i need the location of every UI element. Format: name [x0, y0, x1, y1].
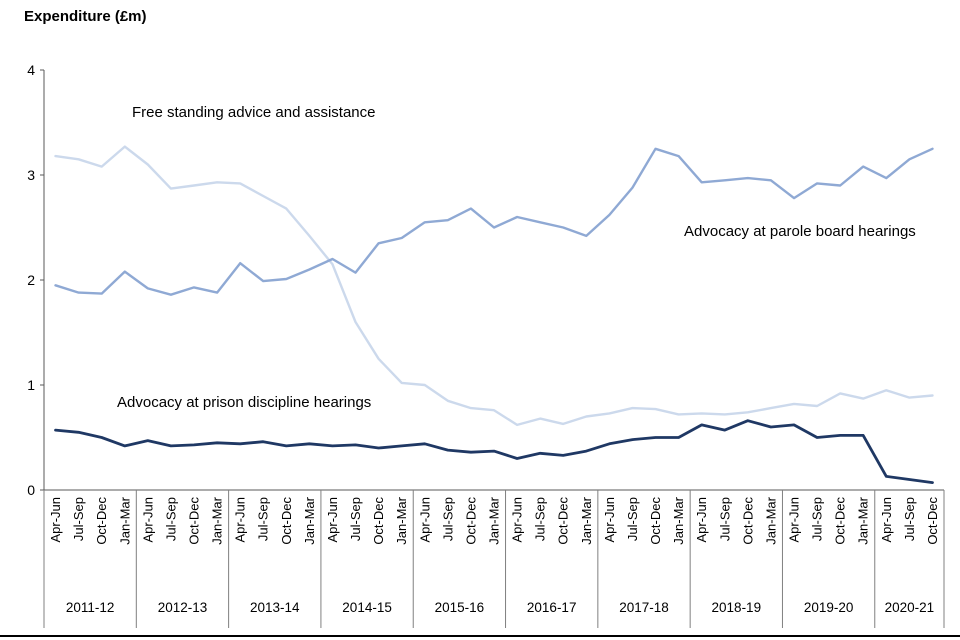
quarter-label: Oct-Dec	[925, 497, 940, 545]
quarter-label: Oct-Dec	[833, 497, 848, 545]
y-tick-label: 1	[27, 377, 35, 393]
y-tick-label: 3	[27, 167, 35, 183]
quarter-label: Apr-Jun	[417, 497, 432, 543]
quarter-label: Jan-Mar	[579, 496, 594, 544]
year-label: 2014-15	[342, 600, 392, 615]
quarter-label: Oct-Dec	[463, 497, 478, 545]
year-label: 2019-20	[804, 600, 854, 615]
y-tick-label: 4	[27, 62, 35, 78]
quarter-label: Apr-Jun	[787, 497, 802, 543]
quarter-label: Oct-Dec	[94, 497, 109, 545]
quarter-label: Apr-Jun	[233, 497, 248, 543]
quarter-label: Apr-Jun	[694, 497, 709, 543]
series-line-prison-discipline-hearings	[54, 419, 934, 485]
quarter-label: Jan-Mar	[763, 496, 778, 544]
quarter-label: Jul-Sep	[256, 497, 271, 541]
year-label: 2013-14	[250, 600, 300, 615]
quarter-label: Jan-Mar	[856, 496, 871, 544]
quarter-label: Apr-Jun	[510, 497, 525, 543]
quarter-label: Apr-Jun	[879, 497, 894, 543]
quarter-label: Apr-Jun	[48, 497, 63, 543]
series-label-prison-discipline-hearings: Advocacy at prison discipline hearings	[117, 394, 372, 411]
year-label: 2020-21	[885, 600, 935, 615]
year-label: 2015-16	[435, 600, 485, 615]
year-label: 2011-12	[66, 600, 115, 615]
quarter-label: Jul-Sep	[717, 497, 732, 541]
series-line-free-standing-advice	[54, 145, 934, 427]
quarter-label: Jul-Sep	[71, 497, 86, 541]
quarter-label: Apr-Jun	[325, 497, 340, 543]
year-label: 2017-18	[619, 600, 669, 615]
series-line-parole-board-hearings	[54, 147, 934, 296]
series-label-parole-board-hearings: Advocacy at parole board hearings	[684, 223, 916, 240]
quarter-label: Jan-Mar	[394, 496, 409, 544]
chart-title: Expenditure (£m)	[24, 8, 147, 25]
page-bottom-border	[0, 635, 960, 637]
quarter-label: Jul-Sep	[902, 497, 917, 541]
quarter-label: Oct-Dec	[371, 497, 386, 545]
quarter-label: Oct-Dec	[279, 497, 294, 545]
quarter-label: Oct-Dec	[740, 497, 755, 545]
year-label: 2016-17	[527, 600, 577, 615]
quarter-label: Jul-Sep	[625, 497, 640, 541]
year-label: 2012-13	[158, 600, 208, 615]
series-label-free-standing-advice: Free standing advice and assistance	[132, 104, 376, 121]
quarter-label: Jul-Sep	[163, 497, 178, 541]
quarter-label: Jan-Mar	[671, 496, 686, 544]
y-tick-label: 0	[27, 482, 35, 498]
quarter-label: Jul-Sep	[440, 497, 455, 541]
quarter-label: Apr-Jun	[602, 497, 617, 543]
quarter-label: Jan-Mar	[117, 496, 132, 544]
quarter-label: Jan-Mar	[210, 496, 225, 544]
quarter-label: Apr-Jun	[140, 497, 155, 543]
quarter-label: Oct-Dec	[556, 497, 571, 545]
year-label: 2018-19	[712, 600, 762, 615]
quarter-label: Oct-Dec	[187, 497, 202, 545]
quarter-label: Oct-Dec	[648, 497, 663, 545]
quarter-label: Jul-Sep	[348, 497, 363, 541]
quarter-label: Jul-Sep	[810, 497, 825, 541]
quarter-label: Jul-Sep	[533, 497, 548, 541]
quarter-label: Jan-Mar	[302, 496, 317, 544]
y-tick-label: 2	[27, 272, 35, 288]
quarter-label: Jan-Mar	[487, 496, 502, 544]
